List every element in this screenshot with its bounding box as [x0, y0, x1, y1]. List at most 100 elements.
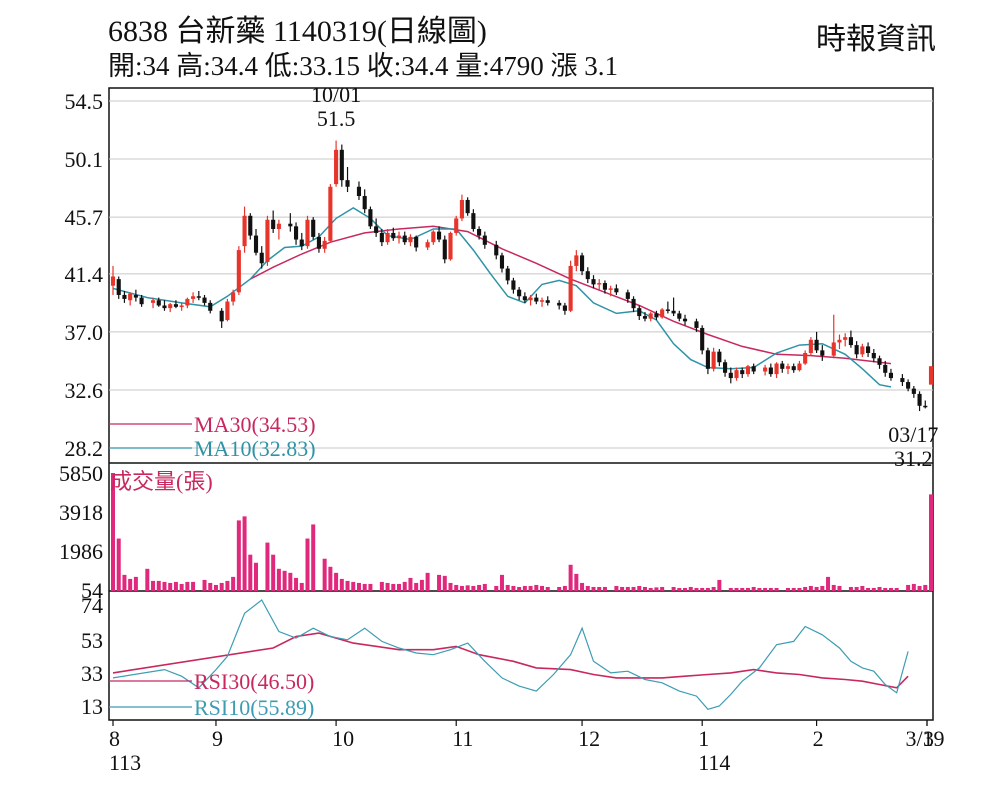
- price-tick-label: 45.7: [65, 205, 104, 230]
- volume-bar: [785, 587, 790, 591]
- price-tick-label: 28.2: [65, 436, 104, 461]
- volume-bar: [505, 584, 510, 591]
- volume-bar: [482, 583, 487, 591]
- candle-up: [276, 223, 281, 229]
- outer-frame: [108, 87, 934, 721]
- rsi-tick-label: 33: [81, 661, 103, 686]
- candle-down: [368, 209, 373, 227]
- volume-bar: [911, 583, 916, 591]
- candle-down: [562, 305, 567, 311]
- high-date-label: 10/01: [311, 82, 361, 107]
- volume-bar: [694, 587, 699, 591]
- candle-up: [322, 240, 327, 249]
- volume-bar: [620, 586, 625, 591]
- price-tick-label: 50.1: [65, 147, 104, 172]
- volume-bar: [877, 586, 882, 591]
- volume-bar: [923, 584, 928, 591]
- candle-down: [682, 318, 688, 322]
- price-gridlines: [109, 100, 933, 449]
- volume-bar: [477, 584, 482, 591]
- volume-bar: [391, 583, 396, 591]
- candle-down: [499, 255, 505, 269]
- volume-bar: [591, 586, 596, 591]
- low-date-label: 03/17: [888, 422, 938, 447]
- volume-bar: [156, 580, 161, 591]
- legend-label: MA10(32.83): [194, 436, 316, 461]
- candle-up: [568, 265, 573, 311]
- volume-bar: [179, 583, 184, 591]
- volume-bar: [580, 582, 585, 591]
- volume-bar: [299, 582, 304, 591]
- rsi-tick-label: 53: [81, 628, 103, 653]
- candle-up: [734, 370, 739, 379]
- candle-down: [580, 255, 585, 272]
- volume-title: 成交量(張): [110, 469, 213, 494]
- volume-bar: [745, 587, 750, 591]
- volume-bar: [894, 587, 899, 591]
- rsi-legend: RSI30(46.50)RSI10(55.89): [109, 669, 314, 720]
- volume-bar: [265, 542, 270, 591]
- candle-up: [242, 215, 247, 247]
- volume-bar: [122, 574, 127, 591]
- price-tick-label: 32.6: [65, 378, 104, 403]
- candle-up: [231, 292, 236, 302]
- volume-bar: [677, 587, 682, 591]
- candle-down: [202, 297, 207, 303]
- candle-up: [660, 309, 665, 318]
- candle-up: [797, 363, 802, 371]
- candle-down: [625, 292, 630, 299]
- volume-tick-label: 54: [81, 578, 103, 603]
- candle-down: [545, 300, 550, 303]
- candle-down: [477, 228, 482, 236]
- volume-bar: [322, 558, 327, 591]
- volume-bar: [728, 587, 733, 591]
- volume-bar: [803, 586, 808, 591]
- volume-bar: [471, 585, 476, 591]
- volume-bar: [408, 577, 413, 591]
- candle-down: [259, 252, 264, 264]
- volume-bar: [557, 586, 562, 591]
- volume-bar: [225, 580, 230, 591]
- moving-average-lines: [112, 207, 892, 388]
- candle-down: [374, 226, 379, 233]
- candle-up: [265, 219, 270, 262]
- candle-down: [854, 345, 859, 355]
- volume-bar: [276, 568, 281, 591]
- candle-up: [763, 367, 768, 372]
- candle-up: [459, 199, 464, 219]
- candle-up: [711, 351, 716, 369]
- volume-bar: [683, 587, 688, 591]
- candlestick-series: [110, 140, 934, 412]
- candle-down: [253, 235, 259, 253]
- candle-down: [442, 239, 447, 260]
- year-label: 114: [698, 750, 730, 775]
- volume-bar: [202, 579, 207, 591]
- volume-bar: [116, 538, 121, 591]
- volume-bar: [700, 587, 705, 591]
- volume-bar: [356, 582, 361, 591]
- candle-down: [637, 308, 642, 317]
- volume-bar: [625, 586, 630, 591]
- rsi30-line: [112, 632, 909, 689]
- volume-bar: [282, 570, 287, 591]
- volume-bar: [414, 582, 419, 591]
- volume-bar: [740, 587, 745, 591]
- volume-bar: [236, 520, 241, 591]
- volume-bar: [585, 585, 590, 591]
- volume-bar: [442, 575, 447, 591]
- candle-down: [414, 236, 419, 248]
- candle-down: [494, 244, 499, 256]
- volume-bar: [128, 578, 133, 591]
- candle-up: [574, 255, 579, 266]
- volume-bar: [808, 585, 813, 591]
- candle-up: [128, 293, 133, 301]
- candle-down: [465, 199, 470, 214]
- candle-down: [293, 226, 299, 240]
- candle-down: [900, 378, 905, 383]
- volume-bar: [305, 538, 310, 591]
- volume-bar: [660, 586, 665, 591]
- volume-bars: [110, 473, 934, 591]
- candle-down: [700, 327, 705, 351]
- x-tick-label: 1: [698, 726, 709, 751]
